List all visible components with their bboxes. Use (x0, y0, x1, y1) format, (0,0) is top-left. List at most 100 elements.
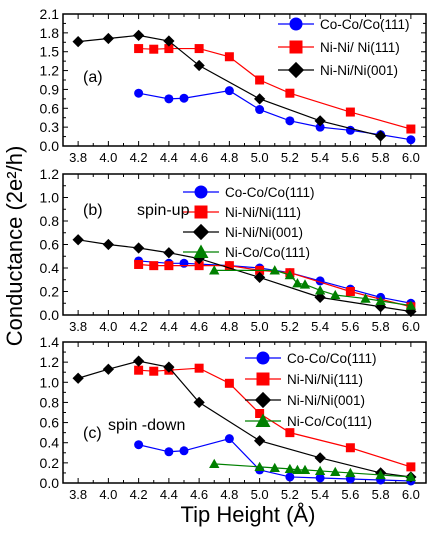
data-point-triangle (193, 244, 209, 258)
data-point-square (194, 44, 204, 54)
data-point-diamond (163, 35, 175, 47)
y-tick-label: 2.1 (40, 6, 60, 22)
data-point-triangle (314, 465, 326, 476)
y-tick-label: 1.2 (40, 63, 60, 79)
legend-label: Ni-Ni/ Ni(111) (320, 40, 400, 55)
data-point-diamond (133, 29, 145, 41)
data-point-circle (289, 17, 303, 31)
x-tick-label: 5.2 (281, 150, 299, 165)
x-tick-label: 4.2 (130, 150, 148, 165)
data-point-square (194, 261, 204, 271)
x-tick-label: 6.0 (402, 319, 420, 334)
data-point-square (164, 261, 174, 271)
series-line (214, 269, 411, 307)
data-point-square (256, 372, 270, 386)
x-tick-label: 5.4 (311, 487, 329, 502)
panel-annotation: spin -down (108, 417, 185, 434)
x-tick-label: 5.0 (251, 319, 269, 334)
legend-label: Co-Co/Co(111) (225, 185, 315, 200)
series-co-co-co-111 (134, 434, 416, 486)
data-point-square (255, 75, 265, 85)
data-point-triangle (299, 464, 311, 475)
data-point-diamond (193, 59, 205, 72)
data-point-diamond (163, 247, 175, 259)
data-point-triangle (299, 279, 311, 289)
data-point-diamond (314, 291, 326, 303)
data-point-triangle (255, 413, 271, 427)
x-tick-label: 5.2 (281, 487, 299, 502)
data-point-diamond (314, 452, 326, 464)
data-point-square (164, 44, 174, 54)
data-point-circle (164, 447, 174, 457)
x-tick-label: 5.8 (372, 150, 390, 165)
series-ni-ni-ni-111 (134, 44, 416, 134)
data-point-triangle (269, 265, 280, 275)
series-line (138, 438, 411, 482)
x-tick-label: 5.2 (281, 319, 299, 334)
x-tick-label: 4.0 (99, 487, 117, 502)
y-tick-label: 1.5 (40, 44, 60, 60)
data-point-triangle (284, 463, 296, 474)
data-point-diamond (287, 61, 305, 79)
data-point-triangle (405, 300, 417, 310)
y-tick-label: 0.0 (40, 138, 60, 154)
panel-label: (b) (83, 202, 103, 219)
x-tick-label: 5.6 (341, 150, 359, 165)
x-axis-title: Tip Height (Å) (181, 502, 316, 527)
data-point-diamond (102, 32, 114, 45)
data-point-square (224, 261, 234, 271)
data-point-circle (194, 185, 208, 199)
x-tick-label: 5.4 (311, 150, 329, 165)
panel-annotation: spin-up (137, 202, 190, 219)
legend-label: Ni-Co/Co(111) (287, 414, 372, 429)
data-point-circle (256, 351, 270, 365)
y-tick-label: 1.4 (40, 334, 60, 350)
chart-panels: 3.8 4.0 4.2 4.4 4.6 4.8 5.0 5.2 5.4 5.6 5.8 6.0 0.0 0… (40, 6, 427, 502)
data-point-square (149, 44, 159, 54)
legend-label: Co-Co/Co(111) (320, 17, 410, 32)
y-tick-label: 0.6 (40, 415, 60, 431)
y-tick-label: 1.2 (40, 166, 60, 182)
data-point-square (224, 52, 234, 62)
y-tick-label: 0.8 (40, 213, 60, 229)
series-ni-ni-ni-001 (72, 234, 417, 318)
data-point-diamond (254, 93, 266, 105)
series-co-co-co-111 (134, 86, 416, 145)
data-point-triangle (375, 295, 386, 306)
data-point-triangle (292, 464, 303, 475)
x-tick-label: 3.8 (69, 487, 87, 502)
data-point-triangle (375, 469, 386, 480)
legend-label: Ni-Ni/Ni(001) (287, 393, 365, 408)
x-tick-label: 6.0 (402, 150, 420, 165)
data-point-circle (285, 472, 295, 482)
x-tick-label: 4.2 (130, 319, 148, 334)
y-tick-label: 1.0 (40, 374, 60, 390)
chart-panel-1: 3.8 4.0 4.2 4.4 4.6 4.8 5.0 5.2 5.4 5.6 5.8 6.0 0.0 0… (40, 6, 427, 165)
data-point-circle (134, 440, 144, 450)
plot-frame (62, 13, 427, 147)
y-tick-label: 1.8 (40, 25, 60, 41)
x-tick-label: 5.0 (251, 150, 269, 165)
x-tick-label: 4.0 (99, 319, 117, 334)
data-point-diamond (133, 355, 145, 367)
data-point-triangle (345, 467, 356, 478)
legend-label: Ni-Ni/Ni(111) (225, 205, 301, 220)
series-ni-ni-ni-001 (72, 355, 417, 483)
data-point-diamond (193, 396, 205, 409)
x-tick-label: 5.0 (251, 487, 269, 502)
x-tick-label: 4.6 (190, 319, 208, 334)
data-point-diamond (314, 115, 326, 127)
data-point-square (345, 287, 355, 296)
y-tick-label: 0.3 (40, 119, 60, 135)
legend-label: Co-Co/Co(111) (287, 351, 377, 366)
data-point-triangle (405, 471, 417, 482)
x-tick-label: 4.2 (130, 487, 148, 502)
data-point-circle (179, 446, 189, 456)
data-point-square (149, 261, 159, 271)
x-tick-label: 5.6 (341, 487, 359, 502)
y-tick-label: 0.9 (40, 81, 60, 97)
data-point-circle (315, 473, 325, 483)
data-point-square (194, 205, 208, 219)
data-point-diamond (72, 36, 84, 48)
